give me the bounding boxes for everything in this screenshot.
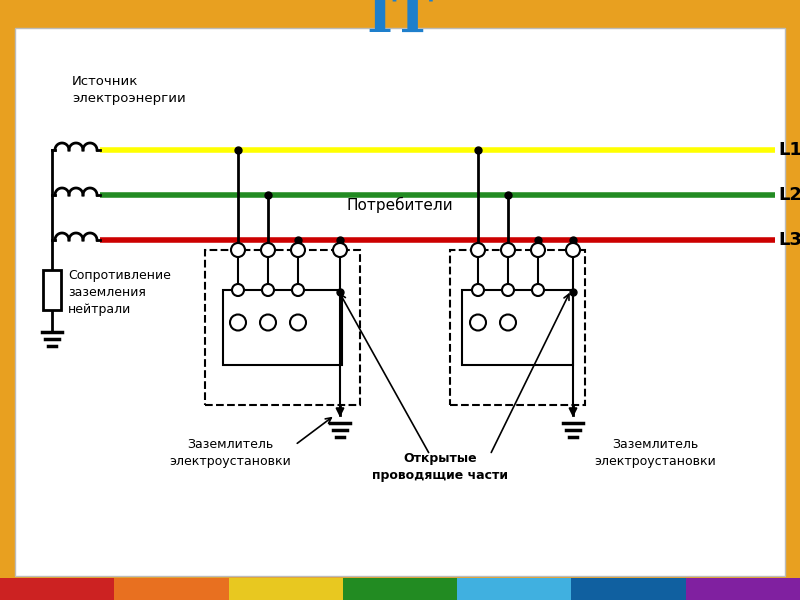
Circle shape	[470, 314, 486, 331]
Bar	[450, 250, 585, 405]
Polygon shape	[686, 578, 800, 600]
Text: IT: IT	[366, 0, 434, 43]
Circle shape	[472, 284, 484, 296]
Circle shape	[501, 243, 515, 257]
Circle shape	[566, 243, 580, 257]
Polygon shape	[229, 578, 343, 600]
Circle shape	[260, 314, 276, 331]
Polygon shape	[457, 578, 571, 600]
Bar	[205, 250, 360, 405]
Circle shape	[232, 284, 244, 296]
Circle shape	[502, 284, 514, 296]
Polygon shape	[571, 578, 686, 600]
Text: Открытые
проводящие части: Открытые проводящие части	[372, 452, 508, 482]
Circle shape	[471, 243, 485, 257]
Circle shape	[500, 314, 516, 331]
Circle shape	[290, 314, 306, 331]
Text: Потребители: Потребители	[346, 197, 454, 213]
Bar	[223, 290, 342, 365]
Polygon shape	[114, 578, 229, 600]
Text: Сопротивление
заземления
нейтрали: Сопротивление заземления нейтрали	[68, 269, 171, 316]
Circle shape	[532, 284, 544, 296]
Circle shape	[231, 243, 245, 257]
Circle shape	[261, 243, 275, 257]
Circle shape	[292, 284, 304, 296]
Polygon shape	[0, 578, 114, 600]
Polygon shape	[343, 578, 457, 600]
Text: L1: L1	[778, 141, 800, 159]
Circle shape	[262, 284, 274, 296]
Bar	[462, 290, 573, 365]
Circle shape	[230, 314, 246, 331]
Text: L3: L3	[778, 231, 800, 249]
Text: Источник
электроэнергии: Источник электроэнергии	[72, 75, 186, 105]
Bar	[43, 270, 61, 310]
Text: L2: L2	[778, 186, 800, 204]
Circle shape	[291, 243, 305, 257]
Circle shape	[531, 243, 545, 257]
Text: Заземлитель
электроустановки: Заземлитель электроустановки	[594, 438, 716, 468]
Circle shape	[333, 243, 347, 257]
Text: Заземлитель
электроустановки: Заземлитель электроустановки	[169, 438, 291, 468]
